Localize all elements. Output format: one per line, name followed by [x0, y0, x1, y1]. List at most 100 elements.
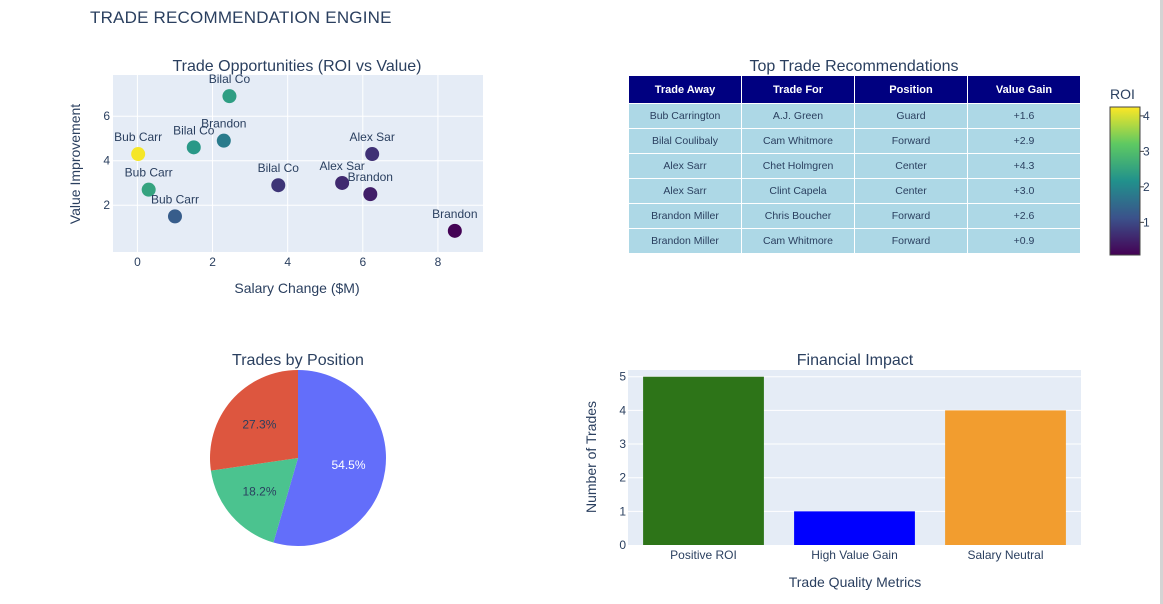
scatter-x-tick-label: 2 [209, 255, 216, 269]
scatter-title: Trade Opportunities (ROI vs Value) [173, 58, 422, 75]
scatter-point-label: Brandon [432, 207, 477, 221]
bar-y-axis-title: Number of Trades [583, 401, 599, 513]
table-cell: A.J. Green [741, 103, 855, 129]
table-header-cell: Trade Away [628, 75, 742, 104]
scatter-point [365, 147, 380, 162]
table-cell: Guard [854, 103, 968, 129]
scatter-x-axis-title: Salary Change ($M) [234, 280, 359, 296]
colorbar-tick-label: 1 [1143, 215, 1150, 229]
bar-y-tick-label: 1 [619, 504, 626, 518]
table-cell: Center [854, 153, 968, 179]
recommendations-table: Trade Away Trade For Position Value Gain… [628, 75, 1081, 254]
scatter-point-label: Brandon [201, 117, 246, 131]
scatter-point-label: Bub Carr [151, 192, 199, 206]
scatter-point-label: Bilal Co [209, 72, 251, 86]
colorbar-tick-label: 4 [1143, 109, 1150, 123]
table-cell: Chet Holmgren [741, 153, 855, 179]
scatter-x-tick-label: 4 [284, 255, 291, 269]
scatter-point-label: Alex Sar [350, 130, 395, 144]
colorbar-title: ROI [1110, 86, 1135, 102]
scatter-point [335, 175, 350, 190]
bar-y-tick-label: 0 [619, 538, 626, 552]
bar [945, 410, 1066, 545]
scatter-point-label: Bilal Co [173, 123, 215, 137]
table-cell: +4.3 [967, 153, 1081, 179]
bar-y-tick-label: 4 [619, 403, 626, 417]
table-cell: Forward [854, 128, 968, 154]
scatter-point-label: Bilal Co [258, 161, 300, 175]
bar-x-axis-title: Trade Quality Metrics [789, 574, 922, 590]
bar-y-tick-label: 5 [619, 370, 626, 384]
scatter-x-tick-label: 8 [435, 255, 442, 269]
table-row: Brandon Miller Chris Boucher Forward +2.… [628, 203, 1081, 229]
scatter-y-tick-label: 4 [103, 154, 110, 168]
table-row: Bub Carrington A.J. Green Guard +1.6 [628, 103, 1081, 129]
pie-slice-label: 18.2% [242, 485, 276, 499]
table-cell: Bilal Coulibaly [628, 128, 742, 154]
table-cell: Brandon Miller [628, 203, 742, 229]
table-cell: Center [854, 178, 968, 204]
bar-x-tick-label: High Value Gain [811, 548, 898, 562]
table-cell: Forward [854, 203, 968, 229]
scatter-point [186, 140, 201, 155]
bar [643, 376, 764, 545]
table-cell: Clint Capela [741, 178, 855, 204]
table-header-cell: Trade For [741, 75, 855, 104]
scatter-point [271, 178, 286, 193]
scatter-point-label: Bub Carr [125, 166, 173, 180]
scatter-x-tick-label: 6 [359, 255, 366, 269]
scatter-point [141, 182, 156, 197]
pie-slice [210, 458, 298, 543]
page-title: TRADE RECOMMENDATION ENGINE [90, 8, 392, 27]
table-title: Top Trade Recommendations [750, 58, 959, 75]
table-cell: +1.6 [967, 103, 1081, 129]
scatter-point-label: Alex Sar [319, 159, 364, 173]
bar-x-tick-label: Salary Neutral [967, 548, 1043, 562]
table-cell: Bub Carrington [628, 103, 742, 129]
pie-title: Trades by Position [232, 352, 364, 369]
scatter-point [216, 133, 231, 148]
pie-slice-label: 54.5% [332, 458, 366, 472]
scatter-y-tick-label: 2 [103, 198, 110, 212]
scatter-point-label: Bub Carr [114, 130, 162, 144]
table-header-cell: Value Gain [967, 75, 1081, 104]
colorbar-tick-label: 2 [1143, 180, 1150, 194]
pie-slice [273, 370, 386, 546]
scatter-y-axis-title: Value Improvement [67, 104, 83, 224]
scatter-point [363, 187, 378, 202]
scatter-point [167, 209, 182, 224]
pie-slice [210, 370, 298, 471]
table-cell: Cam Whitmore [741, 228, 855, 254]
table-cell: Alex Sarr [628, 178, 742, 204]
colorbar [1109, 106, 1141, 256]
scatter-y-tick-label: 6 [103, 109, 110, 123]
table-header-row: Trade Away Trade For Position Value Gain [628, 75, 1081, 104]
scatter-point-label: Brandon [348, 170, 393, 184]
pie-slice-label: 27.3% [242, 418, 276, 432]
table-cell: Cam Whitmore [741, 128, 855, 154]
bar-y-tick-label: 2 [619, 471, 626, 485]
scatter-point [447, 223, 462, 238]
table-row: Alex Sarr Clint Capela Center +3.0 [628, 178, 1081, 204]
table-cell: +2.6 [967, 203, 1081, 229]
bar-y-tick-label: 3 [619, 437, 626, 451]
scatter-x-tick-label: 0 [134, 255, 141, 269]
table-header-cell: Position [854, 75, 968, 104]
bar [794, 511, 915, 545]
table-cell: +2.9 [967, 128, 1081, 154]
scatter-point [222, 89, 237, 104]
table-cell: Alex Sarr [628, 153, 742, 179]
table-cell: Chris Boucher [741, 203, 855, 229]
table-cell: Forward [854, 228, 968, 254]
table-row: Bilal Coulibaly Cam Whitmore Forward +2.… [628, 128, 1081, 154]
bar-x-tick-label: Positive ROI [670, 548, 737, 562]
colorbar-tick-label: 3 [1143, 144, 1150, 158]
bar-title: Financial Impact [797, 352, 914, 369]
table-cell: +3.0 [967, 178, 1081, 204]
scatter-point [131, 147, 146, 162]
table-row: Alex Sarr Chet Holmgren Center +4.3 [628, 153, 1081, 179]
table-cell: +0.9 [967, 228, 1081, 254]
table-row: Brandon Miller Cam Whitmore Forward +0.9 [628, 228, 1081, 254]
window-scrollbar-edge [1160, 0, 1163, 604]
